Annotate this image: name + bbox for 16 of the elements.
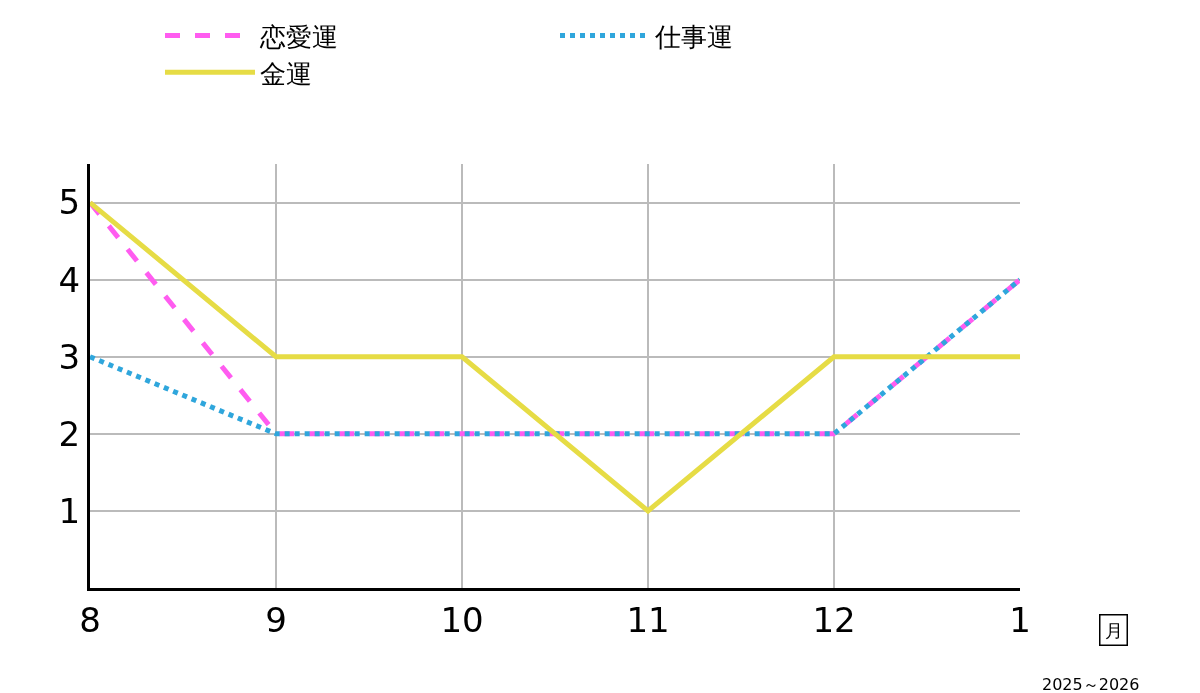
x-tick-label: 12 <box>812 599 856 640</box>
text: 2025～2026 <box>1042 675 1140 693</box>
legend-label: 仕事運 <box>654 21 733 52</box>
legend-label: 金運 <box>260 58 312 89</box>
x-axis-title: 月 <box>1104 619 1123 641</box>
legend-label: 恋愛運 <box>259 21 338 52</box>
y-tick-label: 4 <box>58 259 81 300</box>
x-tick-label: 1 <box>1009 599 1031 640</box>
x-tick-label: 10 <box>440 599 484 640</box>
y-tick-label: 1 <box>58 490 81 531</box>
y-tick-label: 2 <box>58 413 81 454</box>
y-tick-label: 5 <box>58 182 81 223</box>
x-tick-label: 11 <box>626 599 670 640</box>
x-tick-label: 8 <box>79 599 101 640</box>
y-tick-label: 3 <box>58 336 81 377</box>
x-tick-label: 9 <box>265 599 287 640</box>
